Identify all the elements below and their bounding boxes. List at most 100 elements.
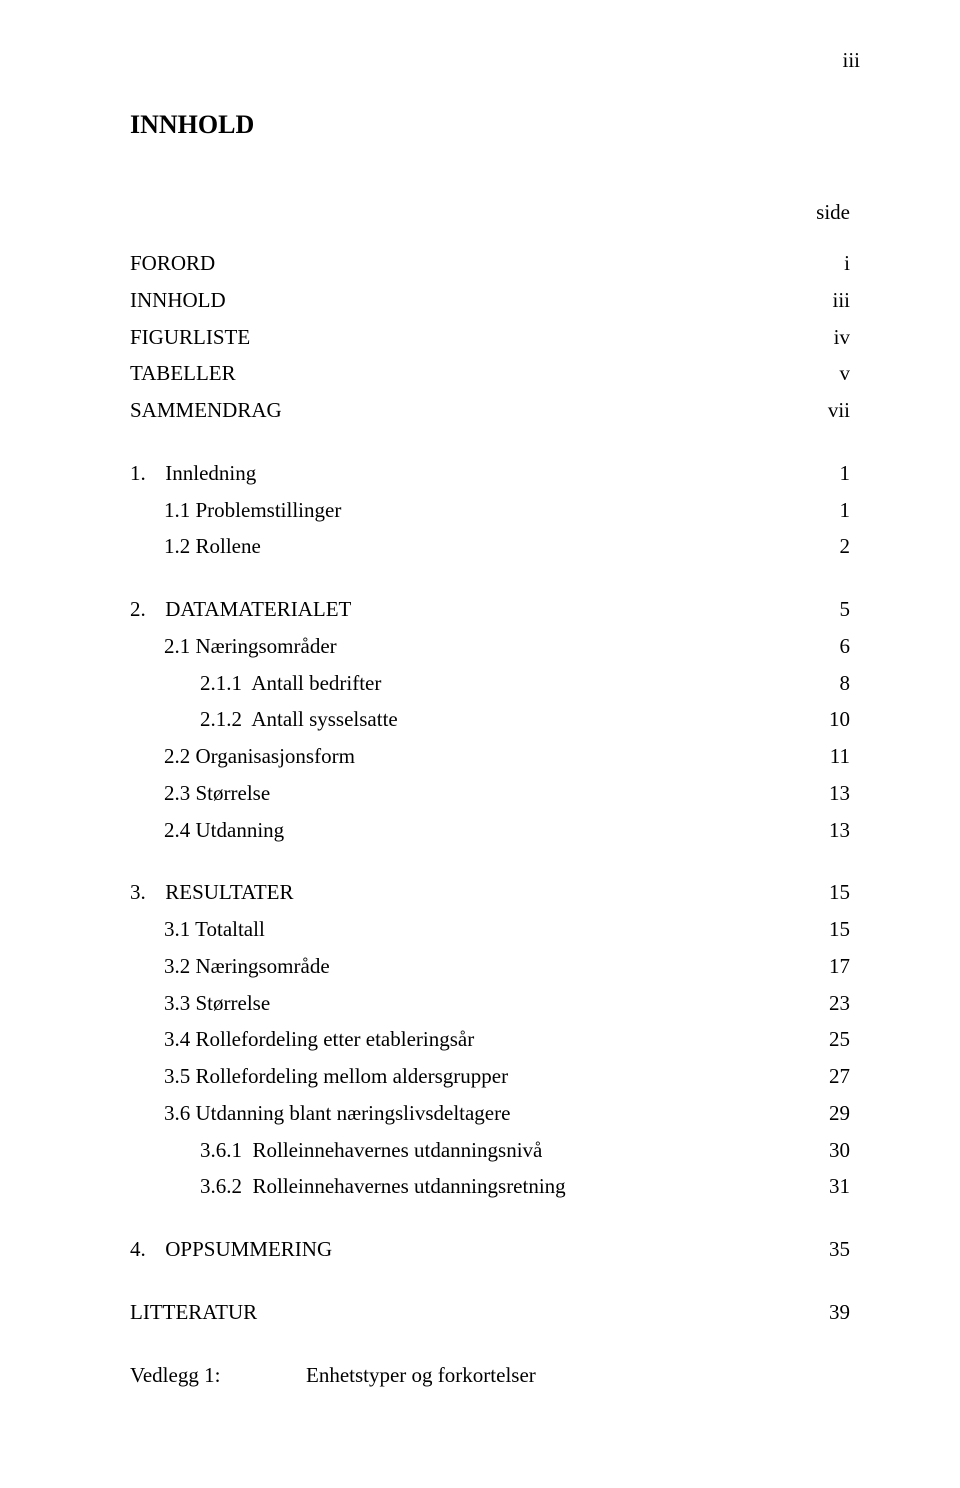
toc-row: FORORD i xyxy=(130,245,850,282)
toc-num: 3.6 xyxy=(164,1101,190,1125)
toc-page: 27 xyxy=(810,1058,850,1095)
toc-label: 3.5 Rollefordeling mellom aldersgrupper xyxy=(164,1058,810,1095)
toc-page: 1 xyxy=(810,492,850,529)
toc-label: 3.3 Størrelse xyxy=(164,985,810,1022)
toc-page: 15 xyxy=(810,874,850,911)
toc-label: INNHOLD xyxy=(130,282,810,319)
toc-text: Rollefordeling etter etableringsår xyxy=(196,1027,475,1051)
toc-page: 8 xyxy=(810,665,850,702)
toc-row: 3. RESULTATER 15 xyxy=(130,874,850,911)
toc-text: Næringsområder xyxy=(196,634,337,658)
toc-row: 2.3 Størrelse 13 xyxy=(130,775,850,812)
toc-page: i xyxy=(810,245,850,282)
table-of-contents: FORORD i INNHOLD iii FIGURLISTE iv TABEL… xyxy=(130,245,850,1393)
toc-label: 2.1.1 Antall bedrifter xyxy=(200,665,810,702)
toc-row: 3.5 Rollefordeling mellom aldersgrupper … xyxy=(130,1058,850,1095)
toc-page: 31 xyxy=(810,1168,850,1205)
toc-text: Organisasjonsform xyxy=(196,744,355,768)
toc-page: 30 xyxy=(810,1132,850,1169)
toc-text: RESULTATER xyxy=(165,880,293,904)
toc-num: 2. xyxy=(130,591,160,628)
toc-label: 1.1 Problemstillinger xyxy=(164,492,810,529)
toc-num: 3. xyxy=(130,874,160,911)
toc-row: 3.1 Totaltall 15 xyxy=(130,911,850,948)
toc-label: SAMMENDRAG xyxy=(130,392,810,429)
toc-page: v xyxy=(810,355,850,392)
toc-text: Rolleinnehavernes utdanningsnivå xyxy=(253,1138,543,1162)
toc-label: LITTERATUR xyxy=(130,1294,810,1331)
toc-row: 4. OPPSUMMERING 35 xyxy=(130,1231,850,1268)
toc-row: 3.6 Utdanning blant næringslivsdeltagere… xyxy=(130,1095,850,1132)
toc-row: 1.2 Rollene 2 xyxy=(130,528,850,565)
appendix-key: Vedlegg 1: xyxy=(130,1357,306,1394)
toc-row: SAMMENDRAG vii xyxy=(130,392,850,429)
toc-num: 1. xyxy=(130,455,160,492)
toc-label: TABELLER xyxy=(130,355,810,392)
toc-row: 2.2 Organisasjonsform 11 xyxy=(130,738,850,775)
toc-page: 25 xyxy=(810,1021,850,1058)
toc-num: 3.5 xyxy=(164,1064,190,1088)
toc-num: 1.2 xyxy=(164,534,190,558)
toc-num: 4. xyxy=(130,1231,160,1268)
toc-text: DATAMATERIALET xyxy=(165,597,351,621)
toc-label: 2. DATAMATERIALET xyxy=(130,591,810,628)
toc-text: Utdanning xyxy=(196,818,285,842)
toc-num: 3.6.1 xyxy=(200,1138,242,1162)
toc-page: 17 xyxy=(810,948,850,985)
toc-text: Problemstillinger xyxy=(196,498,342,522)
toc-num: 3.6.2 xyxy=(200,1174,242,1198)
toc-row: 1.1 Problemstillinger 1 xyxy=(130,492,850,529)
toc-page: 13 xyxy=(810,812,850,849)
toc-page: 13 xyxy=(810,775,850,812)
toc-num: 2.2 xyxy=(164,744,190,768)
toc-page: iv xyxy=(810,319,850,356)
toc-num: 3.1 xyxy=(164,917,190,941)
toc-row: FIGURLISTE iv xyxy=(130,319,850,356)
toc-page: 11 xyxy=(810,738,850,775)
toc-page: 5 xyxy=(810,591,850,628)
toc-page: 10 xyxy=(810,701,850,738)
toc-text: Utdanning blant næringslivsdeltagere xyxy=(196,1101,511,1125)
toc-row: TABELLER v xyxy=(130,355,850,392)
toc-row: 3.6.2 Rolleinnehavernes utdanningsretnin… xyxy=(130,1168,850,1205)
toc-num: 3.2 xyxy=(164,954,190,978)
toc-label: 3. RESULTATER xyxy=(130,874,810,911)
toc-label: 3.6 Utdanning blant næringslivsdeltagere xyxy=(164,1095,810,1132)
toc-page: 29 xyxy=(810,1095,850,1132)
toc-text: Størrelse xyxy=(196,991,271,1015)
toc-text: Størrelse xyxy=(196,781,271,805)
toc-label: 3.4 Rollefordeling etter etableringsår xyxy=(164,1021,810,1058)
toc-num: 3.3 xyxy=(164,991,190,1015)
toc-text: Næringsområde xyxy=(196,954,330,978)
toc-num: 1.1 xyxy=(164,498,190,522)
toc-num: 2.1.1 xyxy=(200,671,242,695)
toc-label: 4. OPPSUMMERING xyxy=(130,1231,810,1268)
toc-num: 2.1 xyxy=(164,634,190,658)
toc-page: 23 xyxy=(810,985,850,1022)
toc-label: 1.2 Rollene xyxy=(164,528,810,565)
toc-row: 2. DATAMATERIALET 5 xyxy=(130,591,850,628)
toc-row: 2.1 Næringsområder 6 xyxy=(130,628,850,665)
toc-label: 2.1 Næringsområder xyxy=(164,628,810,665)
toc-row: 2.1.1 Antall bedrifter 8 xyxy=(130,665,850,702)
toc-label: 1. Innledning xyxy=(130,455,810,492)
toc-label: 3.6.2 Rolleinnehavernes utdanningsretnin… xyxy=(200,1168,810,1205)
toc-row: 3.6.1 Rolleinnehavernes utdanningsnivå 3… xyxy=(130,1132,850,1169)
toc-page: vii xyxy=(810,392,850,429)
toc-text: Totaltall xyxy=(195,917,265,941)
toc-page: 15 xyxy=(810,911,850,948)
toc-page: 39 xyxy=(810,1294,850,1331)
toc-num: 2.1.2 xyxy=(200,707,242,731)
column-header-side: side xyxy=(130,200,850,225)
toc-num: 2.4 xyxy=(164,818,190,842)
toc-num: 2.3 xyxy=(164,781,190,805)
toc-label: 2.2 Organisasjonsform xyxy=(164,738,810,775)
page-title: INNHOLD xyxy=(130,110,850,140)
toc-row: 3.2 Næringsområde 17 xyxy=(130,948,850,985)
toc-row: Vedlegg 1: Enhetstyper og forkortelser xyxy=(130,1357,850,1394)
toc-label: 3.2 Næringsområde xyxy=(164,948,810,985)
toc-row: 2.4 Utdanning 13 xyxy=(130,812,850,849)
toc-text: Rolleinnehavernes utdanningsretning xyxy=(253,1174,566,1198)
toc-row: INNHOLD iii xyxy=(130,282,850,319)
toc-row: 1. Innledning 1 xyxy=(130,455,850,492)
